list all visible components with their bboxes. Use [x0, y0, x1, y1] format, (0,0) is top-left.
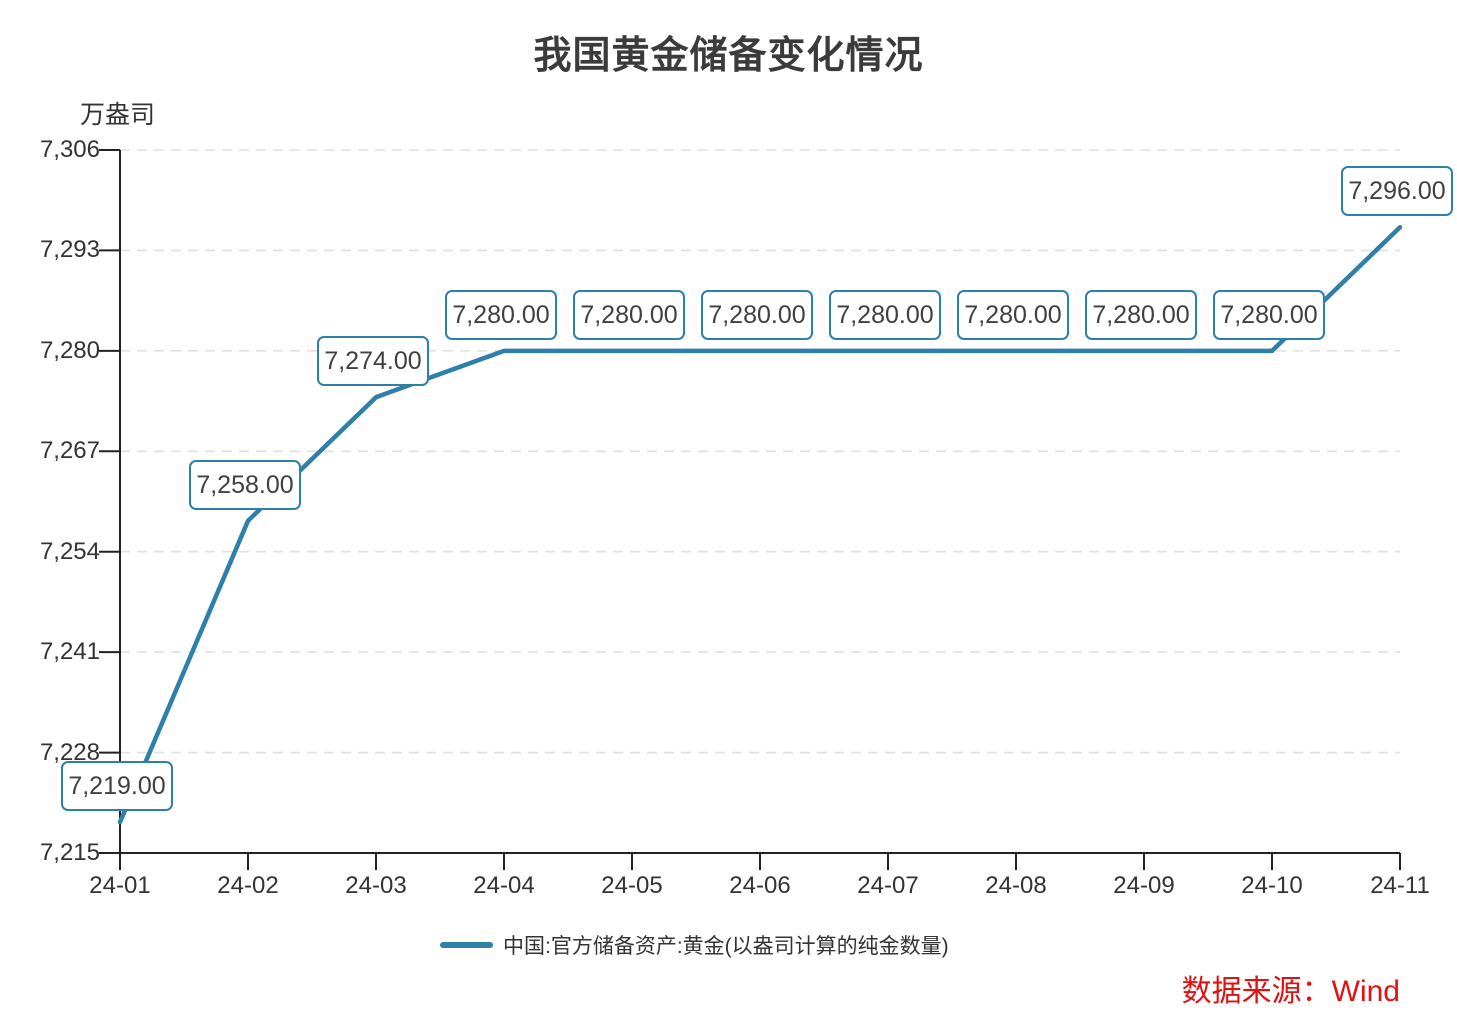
- x-tick-label: 24-10: [1241, 872, 1303, 899]
- y-axis-unit-label: 万盎司: [80, 101, 156, 129]
- data-source-label: 数据来源：Wind: [1181, 975, 1400, 1008]
- legend-series-label: 中国:官方储备资产:黄金(以盎司计算的纯金数量): [503, 935, 949, 958]
- x-tick-label: 24-06: [729, 872, 791, 899]
- y-tick-label: 7,267: [39, 437, 100, 465]
- y-tick-label: 7,228: [39, 738, 100, 766]
- x-tick-label: 24-07: [857, 872, 919, 899]
- x-tick-label: 24-01: [89, 872, 151, 899]
- y-tick-label: 7,215: [39, 839, 100, 866]
- x-tick-label: 24-08: [985, 872, 1047, 899]
- data-label-box: 7,280.00: [1085, 289, 1197, 340]
- data-label-box: 7,219.00: [61, 761, 173, 812]
- data-label-box: 7,296.00: [1341, 166, 1453, 217]
- data-label-box: 7,280.00: [573, 289, 685, 340]
- x-tick-label: 24-05: [601, 872, 663, 899]
- data-label-box: 7,280.00: [701, 289, 813, 340]
- x-tick-label: 24-11: [1370, 872, 1430, 899]
- legend: 中国:官方储备资产:黄金(以盎司计算的纯金数量): [440, 929, 949, 961]
- data-label-box: 7,280.00: [445, 289, 557, 340]
- x-tick-label: 24-03: [345, 872, 407, 899]
- data-label-box: 7,280.00: [829, 289, 941, 340]
- data-label-box: 7,280.00: [957, 289, 1069, 340]
- y-tick-label: 7,306: [39, 136, 100, 163]
- y-tick-label: 7,280: [39, 336, 100, 364]
- data-label-box: 7,258.00: [189, 459, 301, 510]
- series-line: [117, 225, 1403, 825]
- x-tick-label: 24-04: [473, 872, 535, 899]
- legend-line-icon: [440, 942, 493, 948]
- y-tick-label: 7,241: [39, 638, 100, 666]
- data-label-box: 7,274.00: [317, 336, 429, 387]
- x-tick-label: 24-02: [217, 872, 279, 899]
- x-tick-label: 24-09: [1113, 872, 1175, 899]
- data-label-box: 7,280.00: [1213, 289, 1325, 340]
- y-tick-label: 7,293: [39, 236, 100, 264]
- y-tick-label: 7,254: [39, 537, 100, 565]
- chart-title: 我国黄金储备变化情况: [533, 35, 924, 77]
